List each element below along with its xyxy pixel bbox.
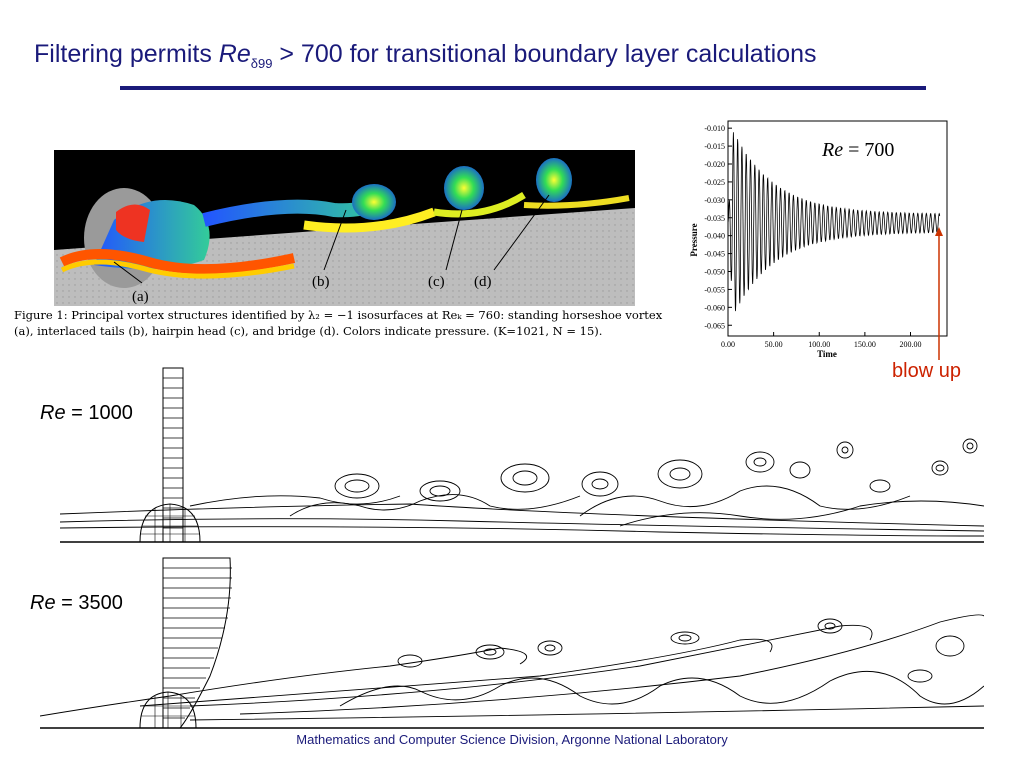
vortex-rendering: (a) (b) (c) (d): [54, 150, 635, 306]
re3500-label: Re = 3500: [30, 592, 123, 614]
figure1-caption: Figure 1: Principal vortex structures id…: [14, 308, 663, 338]
y-tick-label: -0.055: [704, 285, 725, 294]
re1000-contour-field: [60, 367, 984, 543]
y-tick-label: -0.025: [704, 178, 725, 187]
y-tick-label: -0.020: [704, 160, 725, 169]
y-tick-label: -0.040: [704, 232, 725, 241]
re3500-contour-field: [40, 557, 984, 729]
title-prefix: Filtering permits: [34, 40, 219, 68]
y-tick-label: -0.015: [704, 142, 725, 151]
x-tick-label: 0.00: [721, 340, 735, 349]
re1000-label: Re = 1000: [40, 402, 133, 424]
label-c: (c): [428, 274, 445, 290]
y-tick-label: -0.030: [704, 196, 725, 205]
pressure-plot: -0.010 -0.015 -0.020 -0.025 -0.030 -0.035 -0.0…: [682, 118, 950, 360]
title-underline: [120, 86, 926, 90]
title-suffix: > 700 for transitional boundary layer ca…: [272, 40, 817, 68]
y-tick-label: -0.065: [704, 321, 725, 330]
x-tick-label: 150.00: [854, 340, 876, 349]
y-tick-label: -0.035: [704, 214, 725, 223]
title-subscript: δ99: [250, 56, 273, 71]
blow-up-annotation: blow up: [892, 360, 961, 382]
y-axis-label: Pressure: [689, 223, 699, 256]
re700-label: Re = 700: [821, 139, 894, 161]
x-tick-label: 100.00: [808, 340, 830, 349]
title-re: Re: [218, 40, 251, 68]
y-tick-label: -0.060: [704, 303, 725, 312]
x-tick-label: 50.00: [765, 340, 783, 349]
x-axis-label: Time: [817, 349, 837, 359]
label-a: (a): [132, 289, 149, 305]
pressure-series-line: [727, 132, 941, 312]
x-tick-label: 200.00: [900, 340, 922, 349]
y-tick-label: -0.045: [704, 250, 725, 259]
slide-title: Filtering permits Reδ99 > 700 for transi…: [34, 40, 817, 71]
y-tick-label: -0.050: [704, 268, 725, 277]
y-tick-label: -0.010: [704, 124, 725, 133]
label-b: (b): [312, 274, 330, 290]
label-d: (d): [474, 274, 492, 290]
footer-affiliation: Mathematics and Computer Science Divisio…: [296, 732, 728, 747]
blow-up-arrow: [935, 227, 943, 360]
plot-frame: [727, 120, 948, 337]
